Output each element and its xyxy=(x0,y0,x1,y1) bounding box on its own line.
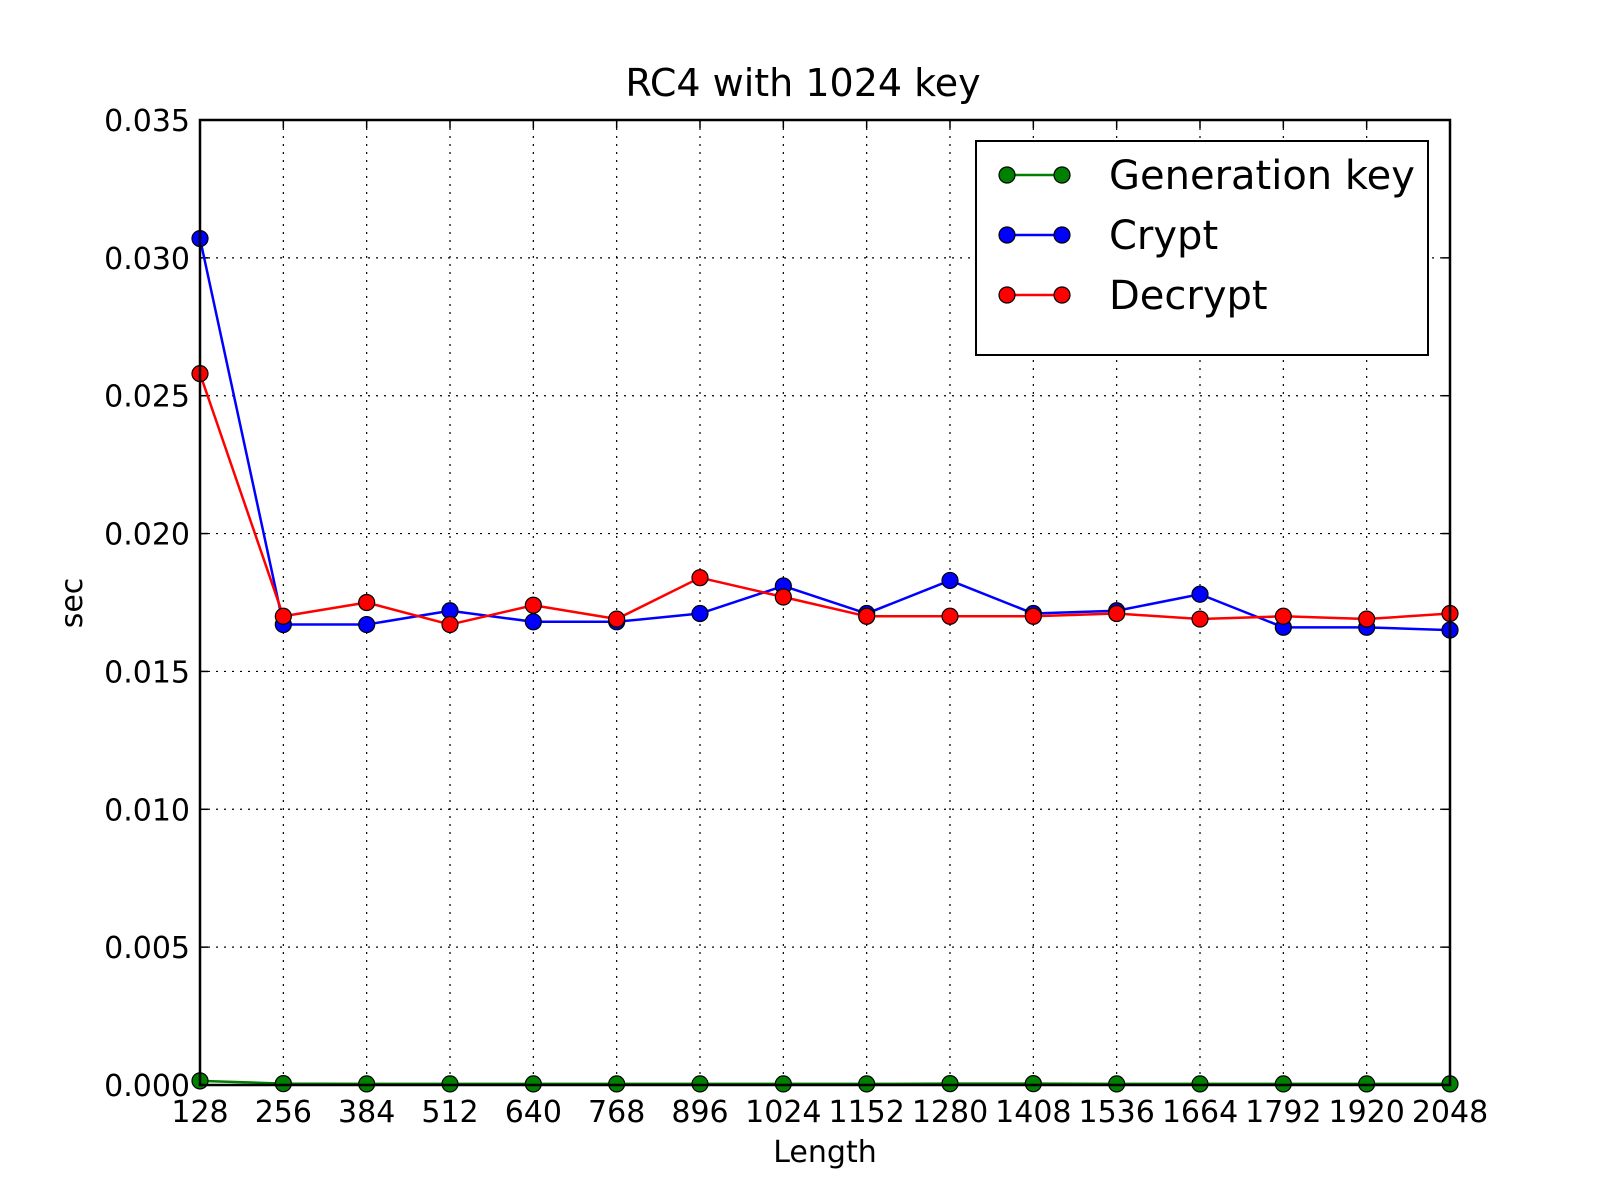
data-point-decrypt xyxy=(274,607,292,625)
data-point-crypt xyxy=(691,604,709,623)
data-point-decrypt xyxy=(1358,610,1376,628)
x-tick-label: 384 xyxy=(338,1095,395,1130)
legend-marker-generation-key xyxy=(1053,166,1071,184)
y-tick-label: 0.010 xyxy=(104,793,190,828)
data-point-crypt xyxy=(941,571,959,590)
x-tick-label: 896 xyxy=(671,1095,728,1130)
x-tick-label: 512 xyxy=(421,1095,478,1130)
x-tick-label: 1664 xyxy=(1162,1095,1238,1130)
x-tick-label: 128 xyxy=(171,1095,228,1130)
legend: Generation key Crypt Decrypt xyxy=(975,140,1429,356)
data-point-decrypt xyxy=(1191,610,1209,628)
x-tick-label: 1408 xyxy=(995,1095,1071,1130)
y-tick-label: 0.005 xyxy=(104,931,190,966)
plot-frame xyxy=(198,118,1452,1087)
series-line-crypt xyxy=(198,238,1451,632)
series-line-decrypt xyxy=(198,373,1451,626)
y-axis-label: sec xyxy=(55,578,90,629)
legend-box xyxy=(975,140,1429,356)
series-line-generation-key xyxy=(199,1079,1450,1086)
y-tick-label: 0.035 xyxy=(104,104,190,139)
chart-title: RC4 with 1024 key xyxy=(625,61,980,105)
data-point-crypt xyxy=(1191,585,1209,603)
series-layer xyxy=(191,229,1459,1093)
x-tick-label: 1920 xyxy=(1328,1095,1404,1130)
data-point-decrypt xyxy=(441,615,459,634)
legend-label-generation-key: Generation key xyxy=(1109,153,1415,199)
data-point-decrypt xyxy=(858,607,876,625)
data-point-generation-key xyxy=(1024,1075,1042,1093)
data-point-decrypt xyxy=(358,593,376,612)
y-tick-label: 0.025 xyxy=(104,380,190,415)
x-tick-label: 1280 xyxy=(912,1095,988,1130)
x-tick-label: 640 xyxy=(505,1095,562,1130)
x-axis-label: Length xyxy=(773,1135,876,1170)
x-tick-label: 768 xyxy=(588,1095,645,1130)
data-point-decrypt xyxy=(691,569,709,587)
data-point-crypt xyxy=(524,613,542,631)
data-point-decrypt xyxy=(774,588,792,606)
data-point-decrypt xyxy=(941,607,959,625)
legend-marker-decrypt xyxy=(1053,286,1071,304)
y-tick-label: 0.000 xyxy=(104,1069,190,1104)
y-tick-label: 0.020 xyxy=(104,518,190,553)
legend-marker-decrypt xyxy=(998,286,1016,304)
x-tick-label: 1152 xyxy=(828,1095,904,1130)
data-point-generation-key xyxy=(941,1075,959,1093)
data-point-generation-key xyxy=(274,1075,292,1093)
y-tick-label: 0.015 xyxy=(104,655,190,690)
x-tick-label: 1536 xyxy=(1078,1095,1154,1130)
x-tick-label: 1792 xyxy=(1245,1095,1321,1130)
legend-label-crypt: Crypt xyxy=(1109,213,1218,259)
legend-label-decrypt: Decrypt xyxy=(1109,273,1268,319)
data-point-decrypt xyxy=(1108,604,1126,623)
data-point-crypt xyxy=(358,615,376,634)
legend-marker-crypt xyxy=(1053,226,1071,244)
data-point-decrypt xyxy=(524,596,542,614)
legend-marker-generation-key xyxy=(998,166,1016,184)
ticks: 128 256 384 512 640 768 896 1024 1152 1280 1408 153… xyxy=(104,104,1488,1130)
x-tick-label: 256 xyxy=(255,1095,312,1130)
legend-marker-crypt xyxy=(998,226,1016,244)
data-point-decrypt xyxy=(1024,607,1042,625)
data-point-decrypt xyxy=(1274,607,1292,625)
y-tick-label: 0.030 xyxy=(104,242,190,277)
x-tick-label: 1024 xyxy=(745,1095,821,1130)
x-tick-label: 2048 xyxy=(1412,1095,1488,1130)
data-point-decrypt xyxy=(608,610,626,628)
